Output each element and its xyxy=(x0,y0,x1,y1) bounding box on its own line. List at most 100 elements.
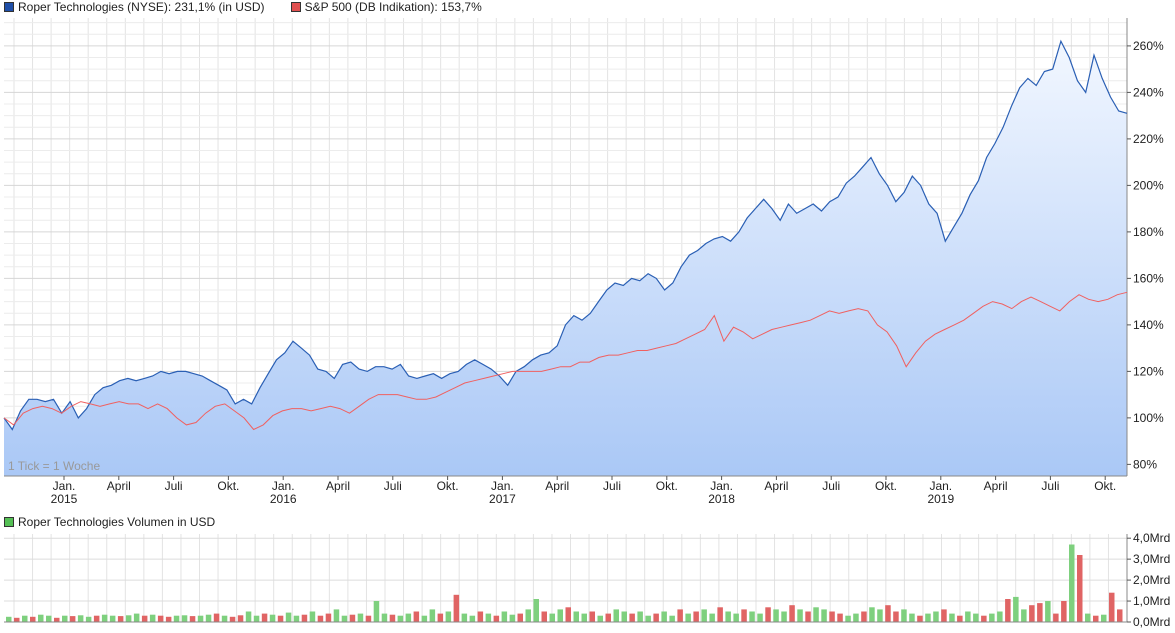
volume-bar xyxy=(389,614,396,622)
volume-bar xyxy=(237,615,244,622)
y-tick-label: 120% xyxy=(1133,364,1164,378)
volume-bar xyxy=(301,614,308,622)
volume-bar xyxy=(573,611,579,622)
volume-bar xyxy=(1045,601,1051,622)
volume-bar xyxy=(93,615,100,622)
volume-bar xyxy=(1101,614,1107,622)
x-year-label: 2019 xyxy=(927,492,954,506)
volume-bar xyxy=(445,611,452,622)
volume-y-axis: 0,0Mrd 1,0Mrd 2,0Mrd 3,0Mrd 4,0Mrd xyxy=(1127,531,1170,629)
volume-bar xyxy=(77,615,84,622)
volume-bar xyxy=(973,613,979,622)
volume-bar xyxy=(989,613,995,622)
y-tick-label: 1,0Mrd xyxy=(1133,594,1170,608)
x-tick-label: Jan. xyxy=(272,479,295,493)
x-tick-label: April xyxy=(764,479,788,493)
volume-bar xyxy=(189,616,196,622)
volume-bar xyxy=(1117,609,1123,622)
y-tick-label: 140% xyxy=(1133,318,1164,332)
x-tick-label: Juli xyxy=(384,479,402,493)
volume-bars xyxy=(6,544,1123,622)
tick-interval-note: 1 Tick = 1 Woche xyxy=(8,459,100,473)
volume-bar xyxy=(565,607,571,622)
volume-bar xyxy=(261,613,268,622)
x-tick-label: Jan. xyxy=(53,479,76,493)
volume-bar xyxy=(933,611,939,622)
main-y-axis: 80% 100% 120% 140% 160% 180% 200% 220% 240% 260% xyxy=(1127,39,1164,471)
volume-bar xyxy=(613,609,619,622)
x-tick-label: April xyxy=(545,479,569,493)
volume-bar xyxy=(213,613,220,622)
volume-bar xyxy=(277,615,284,622)
sp500-price-line[interactable] xyxy=(3,291,1128,431)
roper-area-fill xyxy=(4,41,1127,476)
volume-bar xyxy=(54,617,60,622)
volume-bar xyxy=(1029,605,1035,622)
volume-bar xyxy=(309,611,316,622)
x-tick-label: April xyxy=(326,479,350,493)
volume-bar xyxy=(469,615,476,622)
volume-bar xyxy=(101,614,108,622)
volume-bar xyxy=(1037,603,1043,622)
volume-bar xyxy=(509,614,516,622)
x-year-label: 2015 xyxy=(51,492,78,506)
volume-bar xyxy=(765,607,771,622)
volume-bar xyxy=(133,613,140,622)
volume-bar xyxy=(909,613,915,622)
volume-bar xyxy=(733,613,739,622)
volume-bar xyxy=(22,615,28,622)
volume-bar xyxy=(605,613,611,622)
volume-bar xyxy=(197,615,204,622)
volume-bar xyxy=(1069,544,1075,622)
volume-bar xyxy=(325,613,332,622)
volume-bar xyxy=(837,613,843,622)
y-tick-label: 100% xyxy=(1133,411,1164,425)
x-tick-label: Okt. xyxy=(437,479,459,493)
volume-bar xyxy=(149,614,156,622)
x-tick-label: Juli xyxy=(822,479,840,493)
volume-bar xyxy=(517,613,523,622)
volume-bar xyxy=(173,615,180,622)
volume-bar xyxy=(365,615,372,622)
volume-bar xyxy=(581,613,587,622)
y-tick-label: 2,0Mrd xyxy=(1133,573,1170,587)
x-tick-label: Juli xyxy=(165,479,183,493)
volume-chart-legend[interactable]: Roper Technologies Volumen in USD xyxy=(4,515,215,529)
volume-bar xyxy=(30,616,36,622)
legend-swatch-volume xyxy=(4,517,14,527)
volume-bar xyxy=(789,605,795,622)
legend-label-roper: Roper Technologies (NYSE): 231,1% (in US… xyxy=(18,0,265,14)
volume-bar xyxy=(85,616,92,622)
volume-bar xyxy=(925,613,931,622)
volume-bar xyxy=(677,609,683,622)
volume-bar xyxy=(221,615,228,622)
volume-bar xyxy=(669,615,675,622)
volume-bar xyxy=(877,609,883,622)
legend-item-roper[interactable]: Roper Technologies (NYSE): 231,1% (in US… xyxy=(4,0,265,14)
volume-bar xyxy=(869,607,875,622)
volume-bar xyxy=(333,609,340,622)
y-tick-label: 260% xyxy=(1133,39,1164,53)
roper-price-line[interactable] xyxy=(3,39,1128,431)
x-tick-label: Okt. xyxy=(217,479,239,493)
x-tick-label: Okt. xyxy=(875,479,897,493)
volume-bar xyxy=(693,611,699,622)
x-year-label: 2018 xyxy=(708,492,735,506)
x-year-label: 2017 xyxy=(489,492,516,506)
volume-bar xyxy=(293,615,300,622)
y-tick-label: 180% xyxy=(1133,225,1164,239)
volume-bar xyxy=(165,616,172,622)
legend-item-sp500[interactable]: S&P 500 (DB Indikation): 153,7% xyxy=(290,0,482,14)
x-tick-label: Juli xyxy=(603,479,621,493)
volume-bar xyxy=(853,613,859,622)
volume-bar xyxy=(533,599,539,622)
volume-bar xyxy=(453,594,460,622)
volume-bar xyxy=(46,615,52,622)
volume-bar xyxy=(629,613,635,622)
x-tick-label: Jan. xyxy=(929,479,952,493)
y-tick-label: 200% xyxy=(1133,178,1164,192)
volume-bar xyxy=(1085,613,1091,622)
x-tick-label: April xyxy=(984,479,1008,493)
